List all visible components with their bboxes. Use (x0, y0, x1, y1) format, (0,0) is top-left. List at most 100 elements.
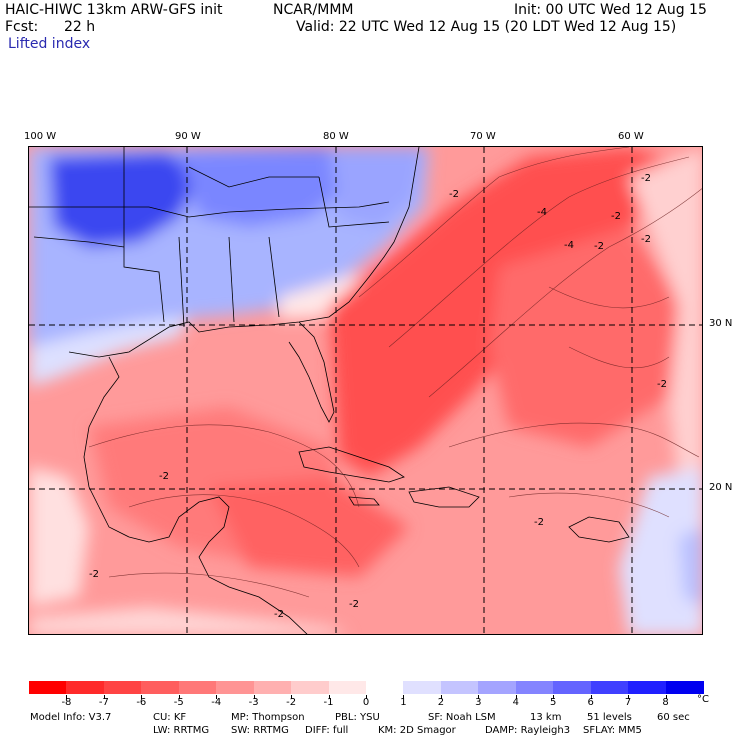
grid-spacing: 13 km (530, 712, 562, 723)
colorbar-tick (553, 695, 555, 699)
colorbar-segment (103, 681, 142, 694)
init-time: Init: 00 UTC Wed 12 Aug 15 (514, 2, 707, 18)
colorbar-tick-label: 1 (400, 697, 407, 708)
forecast-hours: 22 h (64, 19, 96, 35)
colorbar-tick-label: -2 (286, 697, 297, 708)
colorbar-tick-label: 6 (587, 697, 594, 708)
field-name: Lifted index (8, 36, 91, 52)
colorbar-tick-label: 2 (437, 697, 445, 708)
colorbar-tick-label: -8 (61, 697, 72, 708)
contour-label: -4 (564, 240, 574, 251)
pbl-scheme: PBL: YSU (335, 712, 380, 723)
colorbar-tick (141, 695, 143, 699)
colorbar-segment (366, 681, 404, 694)
vertical-levels: 51 levels (587, 712, 632, 723)
colorbar-segment (328, 681, 367, 694)
colorbar-tick (628, 695, 630, 699)
colorbar-tick (328, 695, 330, 699)
colorbar-tick-label: 8 (662, 697, 669, 708)
contour-label: -2 (641, 173, 651, 184)
coastlines (29, 147, 630, 634)
colorbar-segment (628, 681, 667, 694)
lon-label-60w: 60 W (618, 131, 644, 142)
timestep: 60 sec (657, 712, 690, 723)
colorbar-segment (440, 681, 479, 694)
map-canvas: -2 -4 -2 -2 -2 -2 -2 -4 -2 -2 -2 -2 -2 (29, 147, 702, 634)
colorbar-tick-label: -7 (98, 697, 109, 708)
contour-label: -2 (611, 211, 621, 222)
contour-label: -2 (657, 379, 667, 390)
sflay-option: SFLAY: MM5 (583, 725, 642, 736)
cu-scheme: CU: KF (153, 712, 187, 723)
colorbar-unit: °C (697, 694, 709, 705)
colorbar-tick (178, 695, 180, 699)
colorbar-segment (291, 681, 330, 694)
colorbar-tick (403, 695, 405, 699)
contour-label: -4 (537, 207, 547, 218)
colorbar-segment (403, 681, 442, 694)
model-title: HAIC-HIWC 13km ARW-GFS init (5, 2, 223, 18)
colorbar-segment (253, 681, 292, 694)
colorbar-tick (253, 695, 255, 699)
colorbar-segment (553, 681, 592, 694)
colorbar-tick-label: 5 (550, 697, 557, 708)
colorbar-segment (29, 681, 67, 694)
colorbar-tick-label: 0 (362, 697, 370, 708)
colorbar-tick (665, 695, 667, 699)
colorbar-tick-label: 3 (475, 697, 482, 708)
lon-label-70w: 70 W (470, 131, 496, 142)
colorbar-segment (141, 681, 180, 694)
contour-label: -2 (89, 569, 99, 580)
graticule (29, 147, 702, 634)
mp-scheme: MP: Thompson (231, 712, 305, 723)
contour-label: -2 (641, 234, 651, 245)
contour-label: -2 (349, 599, 359, 610)
colorbar-tick-label: -3 (248, 697, 259, 708)
sf-scheme: SF: Noah LSM (428, 712, 496, 723)
colorbar-segment (515, 681, 554, 694)
contour-label: -2 (449, 189, 459, 200)
lifted-index-map: -2 -4 -2 -2 -2 -2 -2 -4 -2 -2 -2 -2 -2 (28, 146, 703, 635)
forecast-label: Fcst: (5, 19, 39, 35)
colorbar-tick-label: 4 (512, 697, 519, 708)
colorbar-segment (590, 681, 629, 694)
km-option: KM: 2D Smagor (378, 725, 456, 736)
lon-label-80w: 80 W (323, 131, 349, 142)
organization-label: NCAR/MMM (273, 2, 354, 18)
field-shading (29, 147, 702, 634)
colorbar-tick (440, 695, 442, 699)
contour-lines (88, 147, 702, 598)
sw-scheme: SW: RRTMG (231, 725, 289, 736)
lon-label-100w: 100 W (24, 131, 57, 142)
colorbar-tick-label: -6 (136, 697, 147, 708)
colorbar-segment (178, 681, 217, 694)
colorbar-tick (478, 695, 480, 699)
contour-label: -2 (534, 517, 544, 528)
damp-option: DAMP: Rayleigh3 (485, 725, 571, 736)
colorbar-tick (291, 695, 293, 699)
colorbar-tick-label: -5 (173, 697, 184, 708)
lon-label-90w: 90 W (175, 131, 201, 142)
colorbar-tick (366, 695, 367, 699)
lat-label-20n: 20 N (709, 482, 733, 493)
lw-scheme: LW: RRTMG (153, 725, 210, 736)
colorbar-segment (216, 681, 255, 694)
contour-label: -2 (594, 241, 604, 252)
model-info: Model Info: V3.7 (30, 712, 112, 723)
colorbar-tick (103, 695, 105, 699)
colorbar-tick (515, 695, 517, 699)
lat-label-30n: 30 N (709, 318, 733, 329)
colorbar-segment (478, 681, 517, 694)
colorbar-tick (216, 695, 218, 699)
valid-time: Valid: 22 UTC Wed 12 Aug 15 (20 LDT Wed … (296, 19, 677, 35)
contour-label: -2 (159, 471, 169, 482)
colorbar-tick (66, 695, 68, 699)
colorbar-segment (665, 681, 704, 694)
colorbar-segment (66, 681, 105, 694)
colorbar-tick-label: -4 (211, 697, 222, 708)
colorbar-tick-label: 7 (624, 697, 632, 708)
colorbar-tick-label: -1 (323, 697, 334, 708)
diff-option: DIFF: full (305, 725, 349, 736)
contour-value-labels: -2 -4 -2 -2 -2 -2 -2 -4 -2 -2 -2 -2 -2 (89, 173, 667, 620)
contour-label: -2 (274, 609, 284, 620)
